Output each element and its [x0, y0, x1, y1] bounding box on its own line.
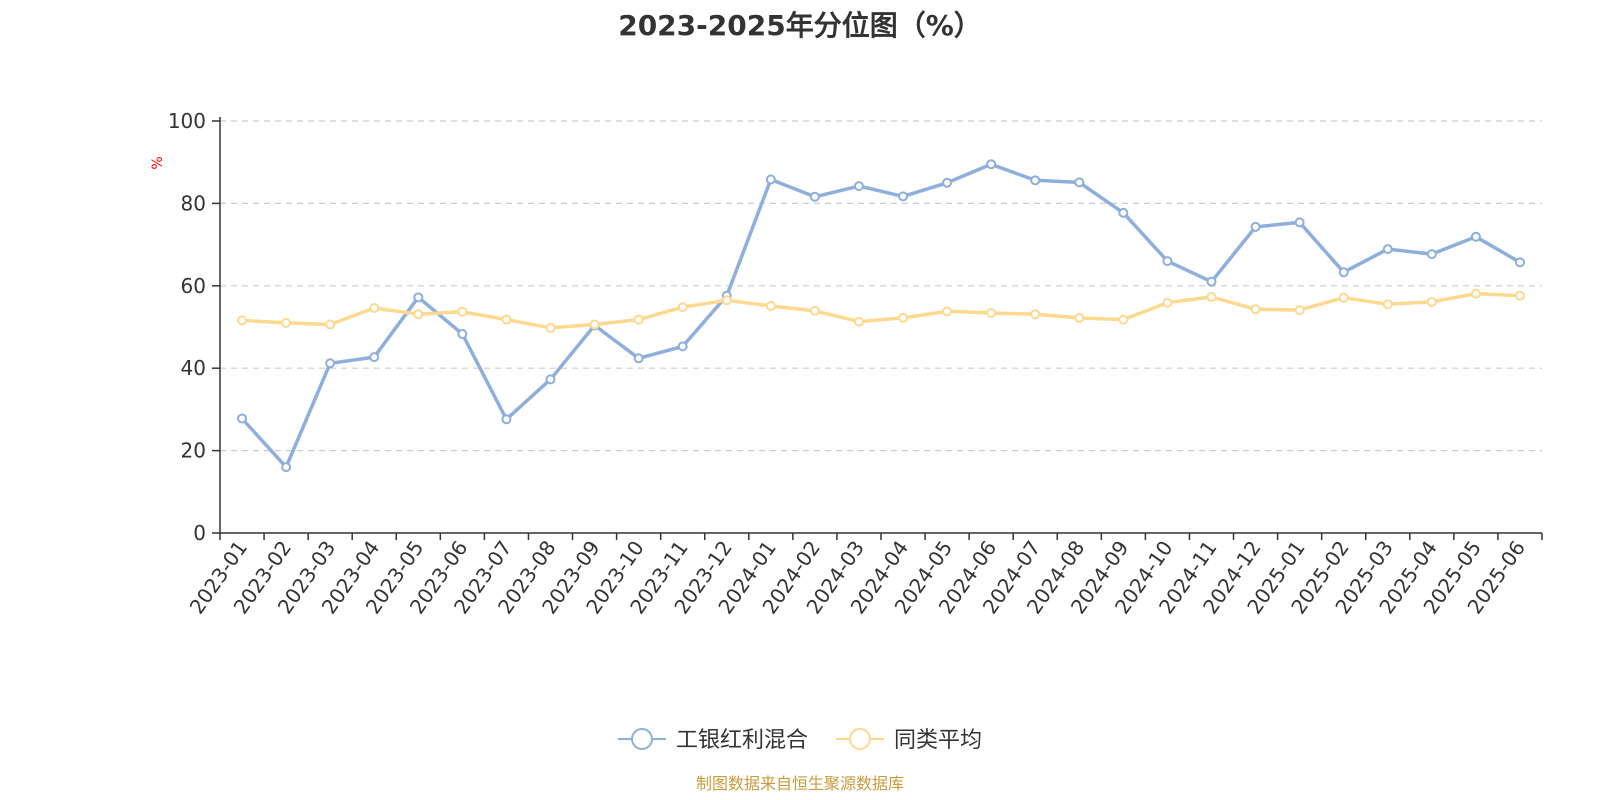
data-point [1030, 175, 1041, 186]
data-source-note: 制图数据来自恒生聚源数据库 [695, 774, 904, 793]
data-point [1206, 276, 1217, 287]
data-point [633, 314, 644, 325]
data-point [589, 319, 600, 330]
data-point [1294, 305, 1305, 316]
data-point [325, 358, 336, 369]
data-point [677, 341, 688, 352]
y-axis-label: % [150, 156, 166, 169]
data-point [853, 316, 864, 327]
legend-label: 工银红利混合 [676, 728, 808, 753]
data-point [986, 159, 997, 170]
data-point [1338, 292, 1349, 303]
data-point [1514, 257, 1525, 268]
series-line [240, 291, 1522, 330]
data-point [281, 462, 292, 473]
data-point [369, 303, 380, 314]
data-point [501, 314, 512, 325]
data-point [1514, 290, 1525, 301]
data-point [898, 191, 909, 202]
legend-label: 同类平均 [894, 728, 982, 753]
data-point [281, 317, 292, 328]
data-point [942, 177, 953, 188]
axes: 020406080100%2023-012023-022023-032023-0… [150, 109, 1543, 618]
data-point [1250, 304, 1261, 315]
series-lines [237, 159, 1525, 473]
data-point [633, 353, 644, 364]
data-point [809, 305, 820, 316]
legend-circle-icon [631, 728, 653, 750]
y-tick-label: 100 [168, 109, 206, 133]
data-point [545, 322, 556, 333]
y-tick-label: 60 [181, 274, 206, 298]
data-point [237, 413, 248, 424]
y-tick-label: 20 [181, 439, 206, 463]
chart-title: 2023-2025年分位图（%） [618, 9, 982, 42]
data-point [765, 174, 776, 185]
data-point [1118, 207, 1129, 218]
data-point [1118, 314, 1129, 325]
data-point [986, 307, 997, 318]
data-point [1250, 221, 1261, 232]
data-point [1030, 309, 1041, 320]
data-point [1074, 177, 1085, 188]
legend-item[interactable]: 工银红利混合 [618, 728, 808, 753]
data-point [545, 374, 556, 385]
data-point [1074, 312, 1085, 323]
grid-lines [220, 120, 1542, 452]
data-point [1338, 267, 1349, 278]
data-point [413, 309, 424, 320]
data-point [809, 191, 820, 202]
data-point [1470, 231, 1481, 242]
legend-circle-icon [849, 728, 871, 750]
data-point [853, 181, 864, 192]
data-point [325, 319, 336, 330]
data-point [721, 295, 732, 306]
data-point [898, 312, 909, 323]
data-point [942, 306, 953, 317]
data-point [765, 300, 776, 311]
series-line [240, 162, 1522, 469]
y-tick-label: 80 [181, 191, 206, 215]
data-point [1426, 249, 1437, 260]
data-point [237, 315, 248, 326]
data-point [677, 302, 688, 313]
data-point [413, 292, 424, 303]
y-tick-label: 40 [181, 356, 206, 380]
data-point [1470, 288, 1481, 299]
data-point [1206, 291, 1217, 302]
data-point [457, 306, 468, 317]
y-tick-label: 0 [193, 521, 206, 545]
data-point [1382, 299, 1393, 310]
legend[interactable]: 工银红利混合 同类平均 [618, 728, 982, 753]
data-point [501, 414, 512, 425]
data-point [369, 352, 380, 363]
data-point [1162, 256, 1173, 267]
data-point [457, 329, 468, 340]
data-point [1382, 244, 1393, 255]
legend-item[interactable]: 同类平均 [836, 728, 982, 753]
data-point [1294, 217, 1305, 228]
data-point [1426, 296, 1437, 307]
data-point [1162, 297, 1173, 308]
